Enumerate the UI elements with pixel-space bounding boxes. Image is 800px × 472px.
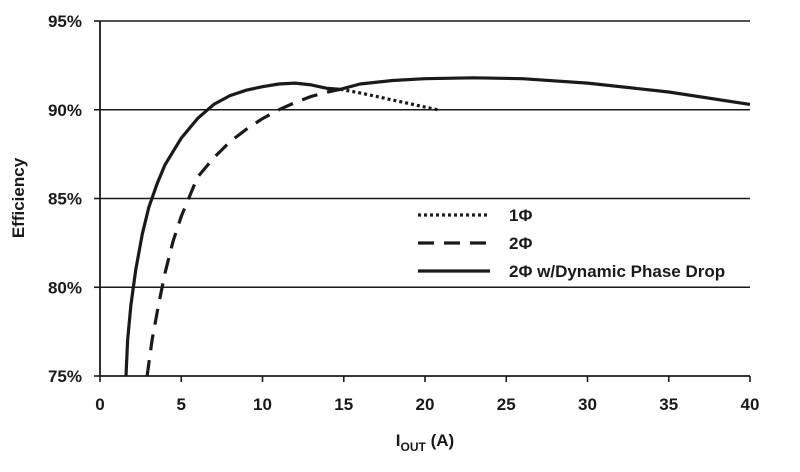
series-line-2phase-dynamic: [124, 76, 751, 377]
legend-label-1phase: 1Φ: [509, 206, 532, 225]
series-line-2phase: [145, 87, 341, 377]
gridlines: [100, 20, 750, 289]
x-tick-label: 10: [253, 395, 272, 414]
series-lines: [124, 76, 751, 377]
series-line-1phase: [340, 87, 439, 112]
y-tick-label: 90%: [48, 101, 82, 120]
y-tick-labels: 75% 80% 85% 90% 95%: [48, 12, 82, 386]
y-tick-label: 95%: [48, 12, 82, 31]
x-axis-title-subscript: OUT: [401, 440, 427, 454]
legend-label-2phase-dynamic: 2Φ w/Dynamic Phase Drop: [509, 262, 725, 281]
x-tick-label: 40: [741, 395, 760, 414]
x-tick-label: 15: [334, 395, 353, 414]
x-tick-label: 35: [659, 395, 678, 414]
x-tick-label: 30: [578, 395, 597, 414]
y-axis-title: Efficiency: [9, 157, 28, 238]
y-tick-label: 75%: [48, 367, 82, 386]
x-tick-labels: 0 5 10 15 20 25 30 35 40: [95, 395, 759, 414]
x-tick-label: 25: [497, 395, 516, 414]
axes: [94, 20, 751, 382]
x-axis-title-main: I: [396, 431, 401, 450]
x-tick-label: 5: [177, 395, 186, 414]
y-tick-label: 85%: [48, 190, 82, 209]
x-axis-title-unit: (A): [426, 431, 454, 450]
x-tick-label: 0: [95, 395, 104, 414]
legend: 1Φ 2Φ 2Φ w/Dynamic Phase Drop: [418, 206, 725, 281]
y-tick-label: 80%: [48, 278, 82, 297]
x-tick-label: 20: [416, 395, 435, 414]
legend-label-2phase: 2Φ: [509, 234, 532, 253]
x-axis-title: IOUT (A): [396, 431, 454, 454]
